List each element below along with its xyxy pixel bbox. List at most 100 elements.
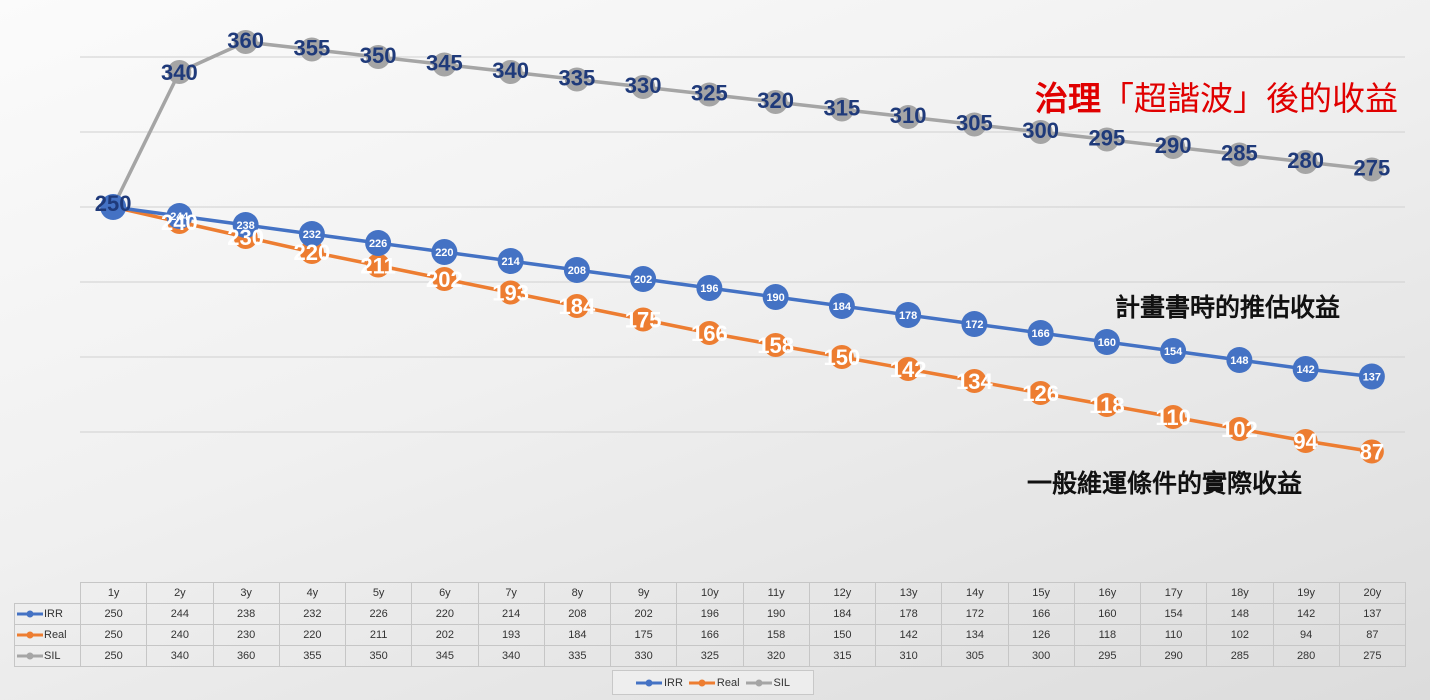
- sil-data-label: 275: [1354, 156, 1391, 181]
- real-data-label: 202: [426, 267, 463, 292]
- table-cell: 240: [146, 624, 214, 646]
- irr-point: [1292, 356, 1319, 382]
- legend-label: Real: [716, 676, 740, 689]
- table-column-header: 1y: [79, 582, 148, 604]
- table-row: SIL 250 340 360 355 350 345 340 335 330 325 320 315 3…: [14, 645, 1407, 667]
- real-data-label: 158: [757, 333, 794, 358]
- sil-annotation: 治理「超諧波」後的收益: [1035, 72, 1398, 120]
- sil-data-label: 335: [559, 66, 596, 91]
- table-cell: 232: [278, 603, 347, 625]
- irr-data-label: 244: [170, 211, 189, 223]
- table-cell: 360: [212, 645, 280, 667]
- sil-point: [1028, 120, 1053, 144]
- sil-data-label: 295: [1089, 126, 1126, 151]
- table-cell: 175: [609, 624, 678, 646]
- table-cell: 178: [874, 603, 943, 625]
- sil-data-label: 250: [95, 191, 132, 216]
- sil-point: [1293, 150, 1318, 174]
- line-chart: 250 340 360 355 350 345 340 335 330 325 320 315 310 3…: [80, 28, 1405, 465]
- table-cell: 220: [278, 624, 347, 646]
- table-cell: 285: [1206, 645, 1274, 667]
- table-column-header: 10y: [676, 582, 744, 604]
- table-cell: 184: [543, 624, 612, 646]
- table-column-header: 2y: [146, 582, 214, 604]
- irr-point: [431, 239, 458, 265]
- real-data-label: 150: [824, 345, 861, 370]
- table-cell: 160: [1073, 603, 1142, 625]
- real-point: [1359, 439, 1384, 464]
- table-cell: 290: [1139, 645, 1208, 667]
- table-cell: 172: [941, 603, 1009, 625]
- sil-data-label: 345: [426, 51, 463, 76]
- series-swatch: [17, 631, 43, 639]
- table-cell: 118: [1073, 624, 1142, 646]
- table-cell: 154: [1139, 603, 1208, 625]
- irr-data-label: 137: [1363, 372, 1381, 384]
- legend-label: IRR: [663, 676, 683, 689]
- real-point: [1161, 405, 1186, 429]
- table-cell: 250: [79, 645, 148, 667]
- table-cell: 150: [808, 624, 877, 646]
- irr-point: [232, 212, 259, 238]
- sil-data-label: 355: [294, 36, 331, 61]
- table-cell: 230: [212, 624, 280, 646]
- legend-item-sil: SIL: [745, 676, 791, 689]
- irr-point: [630, 266, 657, 292]
- real-data-label: 110: [1155, 405, 1191, 430]
- sil-point: [896, 105, 921, 129]
- sil-point: [432, 52, 457, 77]
- real-data-label: 175: [625, 308, 662, 333]
- real-data-label: 166: [691, 321, 728, 346]
- table-column-header: 18y: [1206, 582, 1274, 604]
- table-row: IRR 250 244 238 232 226 220 214 208 202 196 190 184 1…: [14, 603, 1407, 625]
- real-data-label: 142: [890, 357, 927, 382]
- real-data-label: 240: [161, 210, 198, 235]
- sil-data-label: 310: [890, 103, 927, 128]
- series-swatch: [17, 652, 43, 660]
- real-point: [1227, 417, 1252, 441]
- real-point: [829, 345, 854, 369]
- sil-data-label: 340: [492, 58, 529, 83]
- table-column-header: 3y: [212, 582, 280, 604]
- table-cell: 315: [808, 645, 877, 667]
- real-point: [631, 307, 656, 332]
- irr-point: [100, 194, 127, 220]
- irr-point: [1027, 320, 1054, 346]
- table-cell: 134: [941, 624, 1009, 646]
- irr-point: [365, 230, 392, 256]
- table-cell: 126: [1007, 624, 1075, 646]
- table-cell: 87: [1338, 624, 1407, 646]
- table-cell: 142: [874, 624, 943, 646]
- sil-annotation-bold: 治理: [1035, 79, 1101, 118]
- table-cell: 214: [477, 603, 545, 625]
- sil-point: [631, 75, 656, 99]
- table-cell: 345: [411, 645, 479, 667]
- table-column-header: 20y: [1338, 582, 1407, 604]
- sil-point: [498, 60, 523, 84]
- real-data-label: 87: [1360, 440, 1384, 465]
- legend-label: SIL: [773, 676, 791, 689]
- table-corner: [14, 582, 81, 604]
- table-cell: 238: [212, 603, 280, 625]
- sil-point: [564, 67, 589, 92]
- legend-item-real: Real: [688, 676, 740, 689]
- sil-point: [299, 37, 324, 62]
- table-cell: 202: [609, 603, 678, 625]
- table-cell: 158: [742, 624, 810, 646]
- table-cell: 137: [1338, 603, 1407, 625]
- real-data-label: 94: [1293, 429, 1318, 454]
- table-cell: 193: [477, 624, 545, 646]
- sil-point: [167, 60, 192, 84]
- series-swatch: [745, 679, 772, 686]
- irr-data-label: 190: [766, 292, 784, 304]
- table-column-header: 19y: [1272, 582, 1340, 604]
- irr-data-label: 166: [1031, 328, 1049, 340]
- real-point: [896, 357, 921, 381]
- sil-point: [1161, 135, 1186, 159]
- table-cell: 335: [543, 645, 612, 667]
- real-point: [697, 321, 722, 345]
- table-cell: 211: [344, 624, 413, 646]
- table-cell: 166: [1007, 603, 1075, 625]
- sil-point: [763, 90, 788, 114]
- irr-point: [961, 311, 988, 337]
